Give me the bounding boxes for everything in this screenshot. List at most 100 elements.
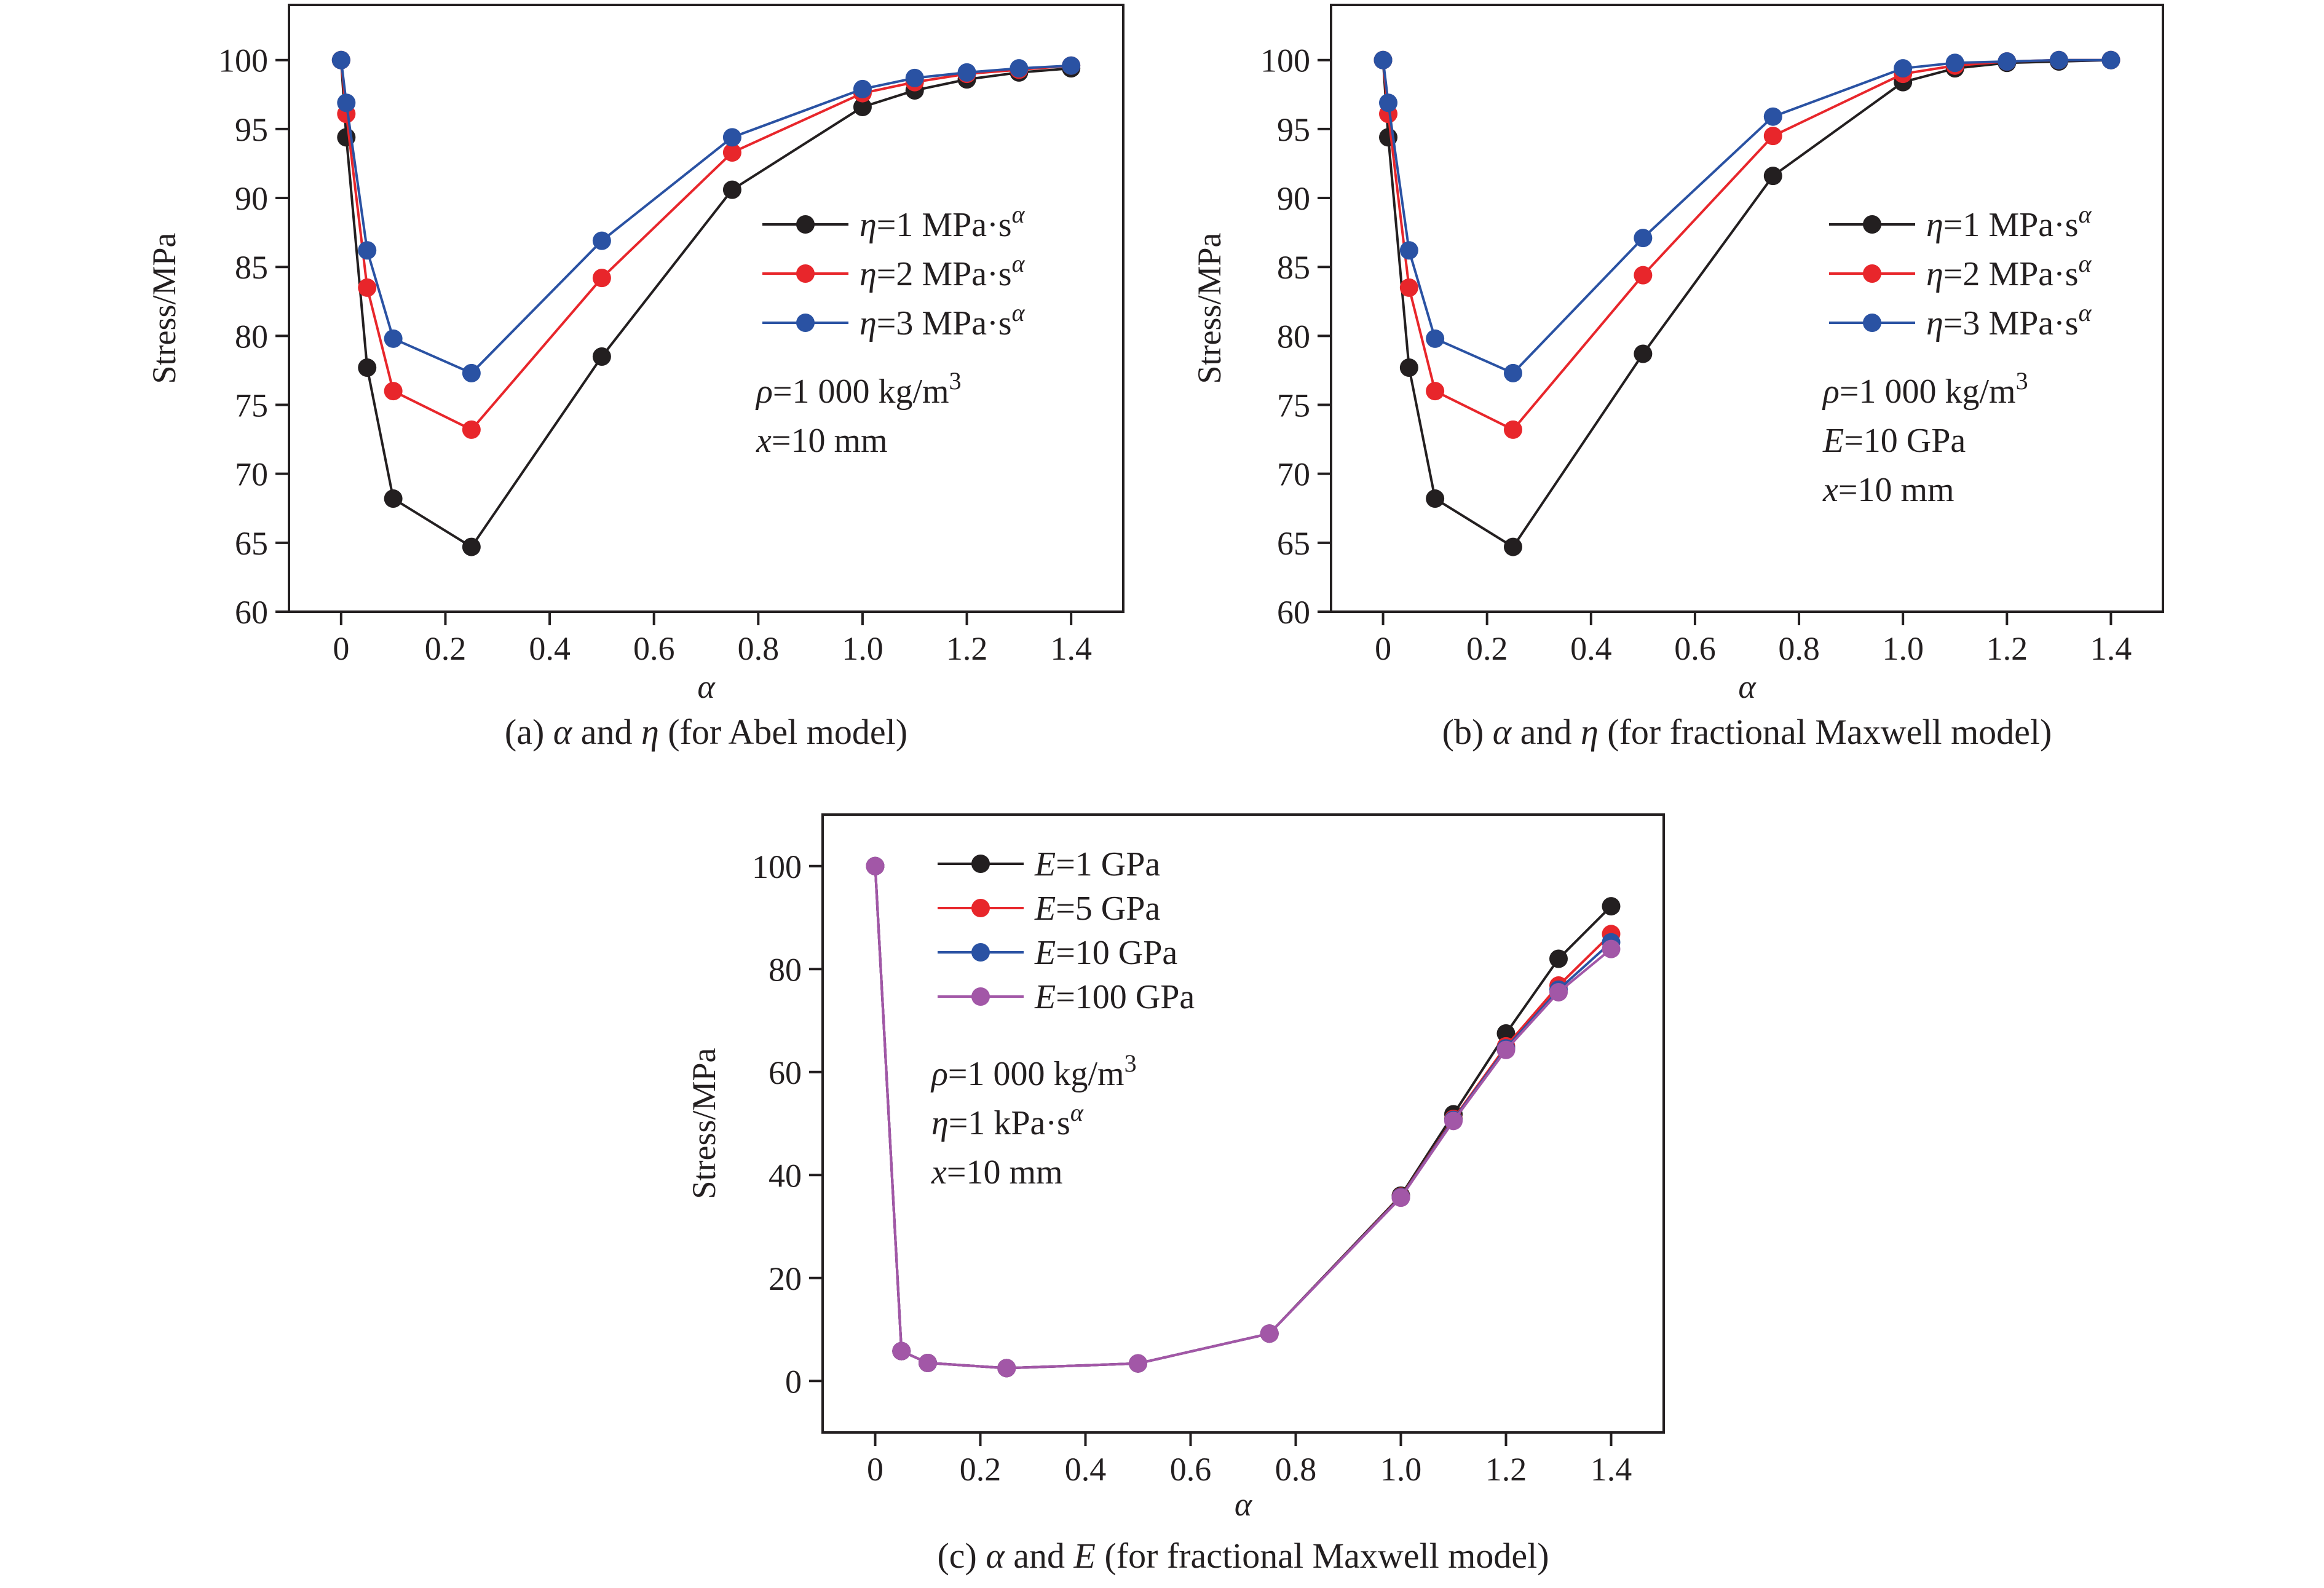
data-point <box>853 97 872 116</box>
annotation-value: =1 000 kg/m <box>948 1055 1124 1093</box>
annotation-text: x=10 mm <box>931 1153 1063 1191</box>
annotation-symbol: E <box>1822 422 1844 460</box>
y-tick-label: 95 <box>235 111 268 148</box>
x-tick-label: 1.2 <box>1485 1451 1527 1488</box>
y-tick-label: 80 <box>1277 318 1310 355</box>
plot-frame <box>288 4 1124 613</box>
data-point <box>722 128 741 147</box>
data-point <box>1549 949 1568 968</box>
y-axis-label: Stress/MPa <box>686 1048 722 1199</box>
data-point <box>1503 537 1522 556</box>
legend-superscript: α <box>1012 299 1026 326</box>
legend-marker <box>971 899 990 917</box>
data-point <box>384 329 403 348</box>
x-tick-label: 0 <box>1375 630 1391 667</box>
caption-symbol-b: η <box>1581 712 1599 752</box>
data-point <box>1763 107 1782 126</box>
data-point <box>722 180 741 199</box>
legend-superscript: α <box>1012 250 1026 277</box>
data-point <box>1426 329 1445 348</box>
legend-symbol: η <box>1926 304 1943 342</box>
annotation-text: x=10 mm <box>1822 471 1954 509</box>
caption-prefix: (b) <box>1442 712 1493 752</box>
y-tick-label: 95 <box>1277 111 1310 148</box>
plot-frame <box>1330 4 2164 613</box>
legend-value: =2 MPa·s <box>877 255 1012 293</box>
x-tick-label: 1.2 <box>946 630 988 667</box>
data-point <box>592 269 611 288</box>
chart-panel-b: 0 0.2 0.4 0.6 0.8 1.0 1.2 1.4 60 65 70 75 80 85 90 95 10… <box>1191 4 2164 752</box>
data-point <box>919 1353 937 1372</box>
annotation-symbol: ρ <box>930 1055 948 1093</box>
y-tick-label: 85 <box>1277 249 1310 286</box>
annotation-superscript: 3 <box>1124 1049 1137 1077</box>
chart-panel-c: 0 0.2 0.4 0.6 0.8 1.0 1.2 1.4 0 20 40 60 80 100 α Stres… <box>686 813 1665 1576</box>
annotation-symbol: x <box>931 1153 947 1191</box>
annotation-value: =1 000 kg/m <box>773 373 949 411</box>
x-tick-label: 0.2 <box>960 1451 1002 1488</box>
data-point <box>1634 266 1653 285</box>
legend-label: E=5 GPa <box>1034 890 1160 928</box>
legend-value: =10 GPa <box>1056 934 1177 972</box>
caption-mid: and <box>1005 1536 1074 1576</box>
legend-symbol: E <box>1034 890 1056 928</box>
data-point <box>997 1359 1016 1378</box>
data-point <box>462 537 481 556</box>
data-point <box>853 79 872 98</box>
annotation-value: =1 000 kg/m <box>1840 373 2016 411</box>
annotation-text: ρ=1 000 kg/m3 <box>755 367 962 411</box>
annotation-symbol: x <box>1822 471 1838 509</box>
legend-label: η=1 MPa·sα <box>860 200 1026 244</box>
data-point <box>462 420 481 439</box>
annotation-symbol: ρ <box>1822 373 1840 411</box>
plot-frame <box>821 813 1665 1434</box>
chart-caption: (a) α and η (for Abel model) <box>505 712 907 752</box>
legend-marker <box>971 987 990 1006</box>
legend-symbol: η <box>1926 206 1943 244</box>
legend-symbol: η <box>860 255 877 293</box>
data-point <box>358 358 377 377</box>
series-line-2 <box>339 60 1072 432</box>
data-point <box>1399 278 1418 297</box>
legend-marker <box>1863 264 1881 283</box>
legend-label: η=1 MPa·sα <box>1926 200 2092 244</box>
legend-symbol: η <box>860 304 877 342</box>
annotation-value: =10 mm <box>947 1153 1063 1191</box>
annotation-value: =1 kPa·s <box>949 1104 1070 1142</box>
legend-value: =100 GPa <box>1056 978 1195 1016</box>
data-point <box>1503 420 1522 439</box>
caption-mid: and <box>572 712 641 752</box>
y-tick-label: 70 <box>1277 456 1310 493</box>
x-axis-label: α <box>697 668 716 705</box>
data-point <box>1444 1112 1463 1131</box>
x-tick-label: 0.6 <box>1674 630 1716 667</box>
x-tick-label: 0.4 <box>1065 1451 1107 1488</box>
data-point <box>337 93 356 113</box>
annotation-superscript: α <box>1070 1099 1084 1126</box>
annotation-text: η=1 kPa·sα <box>931 1099 1084 1142</box>
caption-suffix: (for fractional Maxwell model) <box>1599 712 2052 752</box>
legend-label: η=2 MPa·sα <box>1926 250 2092 293</box>
legend-superscript: α <box>2079 200 2092 228</box>
data-point <box>905 68 924 87</box>
series-line-1 <box>339 60 1072 549</box>
legend-marker <box>796 314 815 332</box>
data-point <box>592 231 611 250</box>
y-tick-label: 75 <box>235 387 268 424</box>
y-tick-label: 60 <box>1277 594 1310 631</box>
legend-symbol: η <box>860 206 877 244</box>
annotation-value: =10 GPa <box>1844 422 1966 460</box>
y-tick-label: 60 <box>769 1054 802 1091</box>
data-point <box>1062 56 1081 75</box>
annotation-symbol: x <box>756 422 772 460</box>
x-tick-label: 1.0 <box>842 630 883 667</box>
legend-value: =1 GPa <box>1056 845 1160 883</box>
y-tick-label: 70 <box>235 456 268 493</box>
y-tick-label: 80 <box>235 318 268 355</box>
x-tick-label: 0.6 <box>1170 1451 1212 1488</box>
legend-label: E=100 GPa <box>1034 978 1195 1016</box>
data-point <box>957 63 976 82</box>
data-point <box>1426 489 1445 508</box>
caption-prefix: (a) <box>505 712 553 752</box>
